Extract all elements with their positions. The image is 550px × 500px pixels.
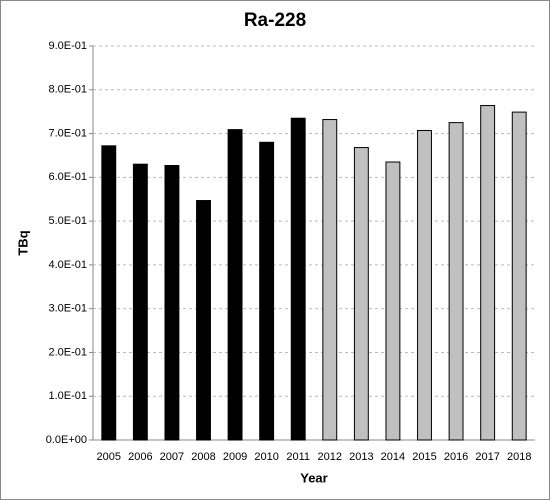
- bar: [259, 141, 275, 441]
- bar: [101, 145, 117, 441]
- bar: [480, 105, 496, 441]
- x-tick-label: 2005: [97, 451, 121, 463]
- y-tick-label: 6.0E-01: [48, 171, 87, 183]
- bar: [164, 165, 180, 441]
- bar: [132, 163, 148, 441]
- y-tick-label: 4.0E-01: [48, 259, 87, 271]
- bar: [448, 122, 464, 441]
- bar: [196, 200, 211, 441]
- y-tick-label: 0.0E+00: [46, 434, 87, 446]
- y-tick-label: 3.0E-01: [48, 303, 87, 315]
- bar: [353, 147, 369, 441]
- y-tick-label: 7.0E-01: [48, 127, 87, 139]
- x-tick-label: 2007: [160, 451, 184, 463]
- x-tick-label: 2012: [318, 451, 342, 463]
- bar: [511, 111, 527, 441]
- x-tick-label: 2008: [191, 451, 215, 463]
- bar: [322, 119, 338, 441]
- chart-title: Ra-228: [244, 10, 306, 31]
- y-axis-label: TBq: [15, 230, 30, 255]
- bar: [385, 161, 401, 441]
- x-axis-label: Year: [300, 470, 327, 485]
- bar: [417, 129, 432, 441]
- x-tick-label: 2009: [223, 451, 247, 463]
- bar: [227, 129, 243, 441]
- y-tick-label: 5.0E-01: [48, 215, 87, 227]
- x-tick-label: 2011: [286, 451, 310, 463]
- x-tick-label: 2006: [128, 451, 152, 463]
- y-tick-label: 2.0E-01: [48, 346, 87, 358]
- y-tick-label: 9.0E-01: [48, 40, 87, 52]
- x-tick-label: 2017: [475, 451, 499, 463]
- x-tick-label: 2010: [254, 451, 278, 463]
- y-tick-label: 8.0E-01: [48, 84, 87, 96]
- x-tick-label: 2015: [412, 451, 436, 463]
- x-tick-label: 2014: [381, 451, 405, 463]
- x-tick-label: 2016: [444, 451, 468, 463]
- y-tick-label: 1.0E-01: [48, 390, 87, 402]
- bar: [290, 117, 306, 441]
- x-tick-label: 2018: [507, 451, 531, 463]
- x-tick-label: 2013: [349, 451, 373, 463]
